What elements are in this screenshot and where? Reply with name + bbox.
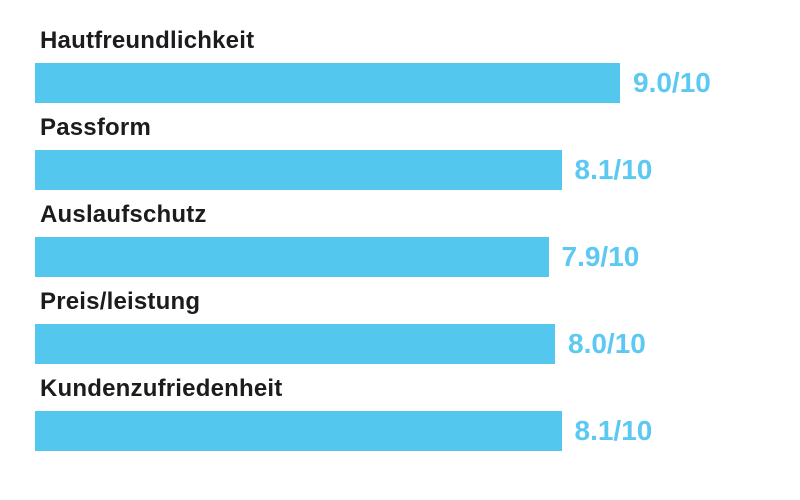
rating-value: 8.0/10 — [568, 328, 646, 359]
rating-row: Hautfreundlichkeit 9.0/10 — [35, 27, 800, 103]
rating-value: 9.0/10 — [633, 67, 711, 98]
rating-label: Kundenzufriedenheit — [40, 375, 283, 402]
rating-label: Auslaufschutz — [40, 201, 207, 228]
rating-value: 8.1/10 — [574, 154, 653, 185]
rating-label: Passform — [40, 114, 151, 141]
rating-row: Preis/leistung 8.0/10 — [35, 288, 800, 364]
rating-bar — [35, 411, 562, 451]
rating-value: 8.1/10 — [574, 415, 653, 446]
rating-bar — [35, 150, 562, 190]
bar-line: 8.1/10 — [35, 411, 800, 451]
rating-row: Passform 8.1/10 — [35, 114, 800, 190]
rating-bar — [35, 237, 549, 277]
rating-bar — [35, 63, 620, 103]
bar-line: 9.0/10 — [35, 63, 800, 103]
rating-label: Preis/leistung — [40, 288, 201, 315]
bar-line: 8.1/10 — [35, 150, 800, 190]
rating-row: Auslaufschutz 7.9/10 — [35, 201, 800, 277]
rating-value: 7.9/10 — [561, 241, 640, 272]
rating-label: Hautfreundlichkeit — [40, 27, 255, 54]
bar-line: 7.9/10 — [35, 237, 800, 277]
rating-row: Kundenzufriedenheit 8.1/10 — [35, 375, 800, 451]
bar-line: 8.0/10 — [35, 324, 800, 364]
rating-bar — [35, 324, 555, 364]
